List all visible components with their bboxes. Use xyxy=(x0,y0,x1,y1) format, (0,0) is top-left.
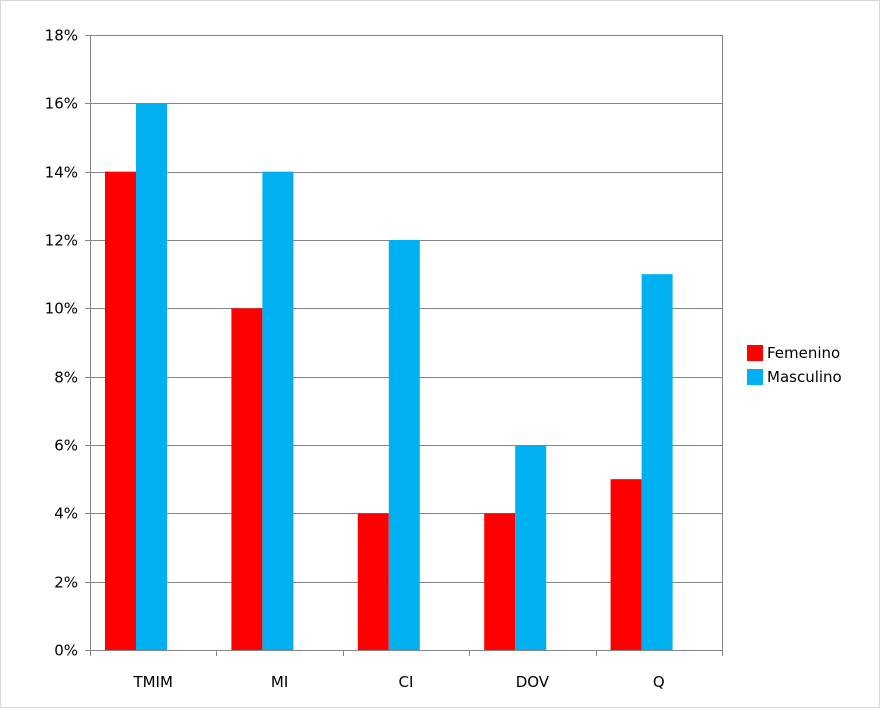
y-tick-label: 2% xyxy=(54,574,78,592)
bar-masculino-ci xyxy=(388,240,420,650)
y-axis-ticks: 0% 2% 4% 6% 8% 10% 12% 14% 16% 18% xyxy=(45,27,78,660)
y-tick-label: 6% xyxy=(54,437,78,455)
legend-label-masculino: Masculino xyxy=(767,368,842,386)
y-tick-label: 8% xyxy=(54,369,78,387)
bar-masculino-q xyxy=(641,274,673,650)
x-tick-label: CI xyxy=(399,673,414,691)
bar-masculino-mi xyxy=(262,171,294,650)
bar-masculino-dov xyxy=(515,445,547,650)
y-tick-label: 4% xyxy=(54,505,78,523)
legend-item-masculino: Masculino xyxy=(747,365,842,389)
bar-femenino-mi xyxy=(231,308,263,650)
bar-femenino-tmim xyxy=(105,171,136,650)
legend: Femenino Masculino xyxy=(747,341,842,389)
bar-femenino-dov xyxy=(484,513,516,650)
legend-item-femenino: Femenino xyxy=(747,341,842,365)
x-axis-ticks: TMIM MI CI DOV Q xyxy=(132,673,664,691)
bars xyxy=(105,103,673,651)
x-tick-label: TMIM xyxy=(132,673,172,691)
axes xyxy=(85,35,723,656)
legend-swatch-femenino xyxy=(747,345,763,361)
legend-swatch-masculino xyxy=(747,369,763,385)
y-tick-label: 18% xyxy=(45,27,78,45)
bar-masculino-tmim xyxy=(136,103,167,651)
x-tick-label: DOV xyxy=(516,673,550,691)
y-tick-label: 12% xyxy=(45,232,78,250)
y-tick-label: 0% xyxy=(54,642,78,660)
legend-label-femenino: Femenino xyxy=(767,344,841,362)
bar-femenino-ci xyxy=(357,513,389,650)
y-tick-label: 10% xyxy=(45,300,78,318)
bar-femenino-q xyxy=(610,479,642,650)
x-tick-label: Q xyxy=(653,673,665,691)
y-tick-label: 16% xyxy=(45,95,78,113)
x-tick-label: MI xyxy=(271,673,288,691)
y-tick-label: 14% xyxy=(45,164,78,182)
